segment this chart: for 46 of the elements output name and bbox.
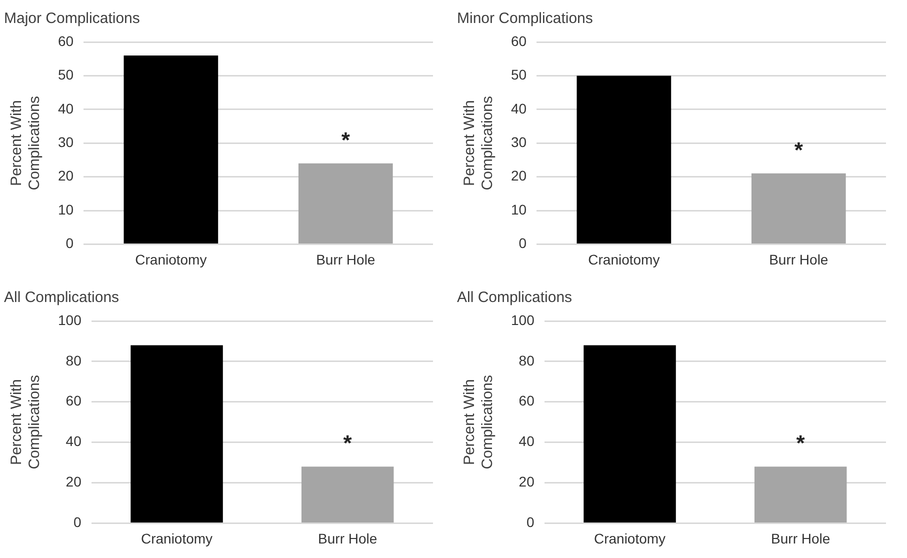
y-tick-label: 20: [518, 474, 535, 490]
y-tick-label: 100: [511, 312, 535, 328]
chart-title: All Complications: [457, 289, 572, 306]
annotation: *: [343, 430, 352, 456]
chart-title: Major Complications: [4, 10, 140, 28]
y-tick-label: 20: [510, 168, 527, 184]
y-tick-label: 40: [58, 100, 74, 116]
x-tick-label: Burr Hole: [316, 251, 376, 268]
y-tick-label: 60: [66, 392, 82, 409]
y-axis-title: Percent With Complications: [8, 374, 44, 470]
y-tick-label: 60: [58, 32, 74, 49]
y-axis-title: Percent With Complications: [461, 96, 496, 190]
y-tick-label: 30: [510, 134, 527, 150]
chart-title: All Complications: [4, 289, 120, 306]
y-tick-label: 0: [74, 514, 82, 530]
x-tick-label: Craniotomy: [140, 530, 213, 546]
y-tick-label: 40: [66, 433, 82, 450]
x-tick-label: Craniotomy: [588, 251, 660, 268]
y-tick-label: 0: [518, 235, 527, 252]
y-tick-label: 40: [518, 433, 535, 450]
annotation: *: [794, 137, 804, 162]
y-tick-label: 0: [526, 514, 535, 530]
x-tick-label: Burr Hole: [771, 530, 830, 546]
y-tick-label: 100: [58, 312, 82, 328]
y-tick-label: 20: [66, 474, 82, 490]
y-tick-label: 50: [510, 66, 527, 83]
y-tick-label: 60: [510, 32, 527, 49]
y-tick-label: 80: [66, 352, 82, 368]
y-tick-label: 50: [58, 66, 74, 83]
y-tick-label: 40: [510, 100, 527, 116]
x-tick-label: Craniotomy: [135, 251, 207, 268]
y-axis-title: Percent With Complications: [461, 374, 496, 470]
y-axis-title: Percent With Complications: [8, 96, 44, 190]
y-tick-label: 80: [518, 352, 535, 368]
y-tick-label: 20: [58, 168, 74, 184]
annotation: *: [341, 127, 350, 152]
annotation: *: [796, 430, 806, 456]
y-tick-label: 10: [510, 201, 527, 218]
chart-title: Minor Complications: [457, 10, 593, 28]
y-tick-label: 0: [66, 235, 74, 252]
x-tick-label: Burr Hole: [318, 530, 378, 546]
y-tick-label: 30: [58, 134, 74, 150]
y-tick-label: 60: [518, 392, 535, 409]
x-tick-label: Burr Hole: [769, 251, 828, 268]
y-tick-label: 10: [58, 201, 74, 218]
x-tick-label: Craniotomy: [594, 530, 666, 546]
